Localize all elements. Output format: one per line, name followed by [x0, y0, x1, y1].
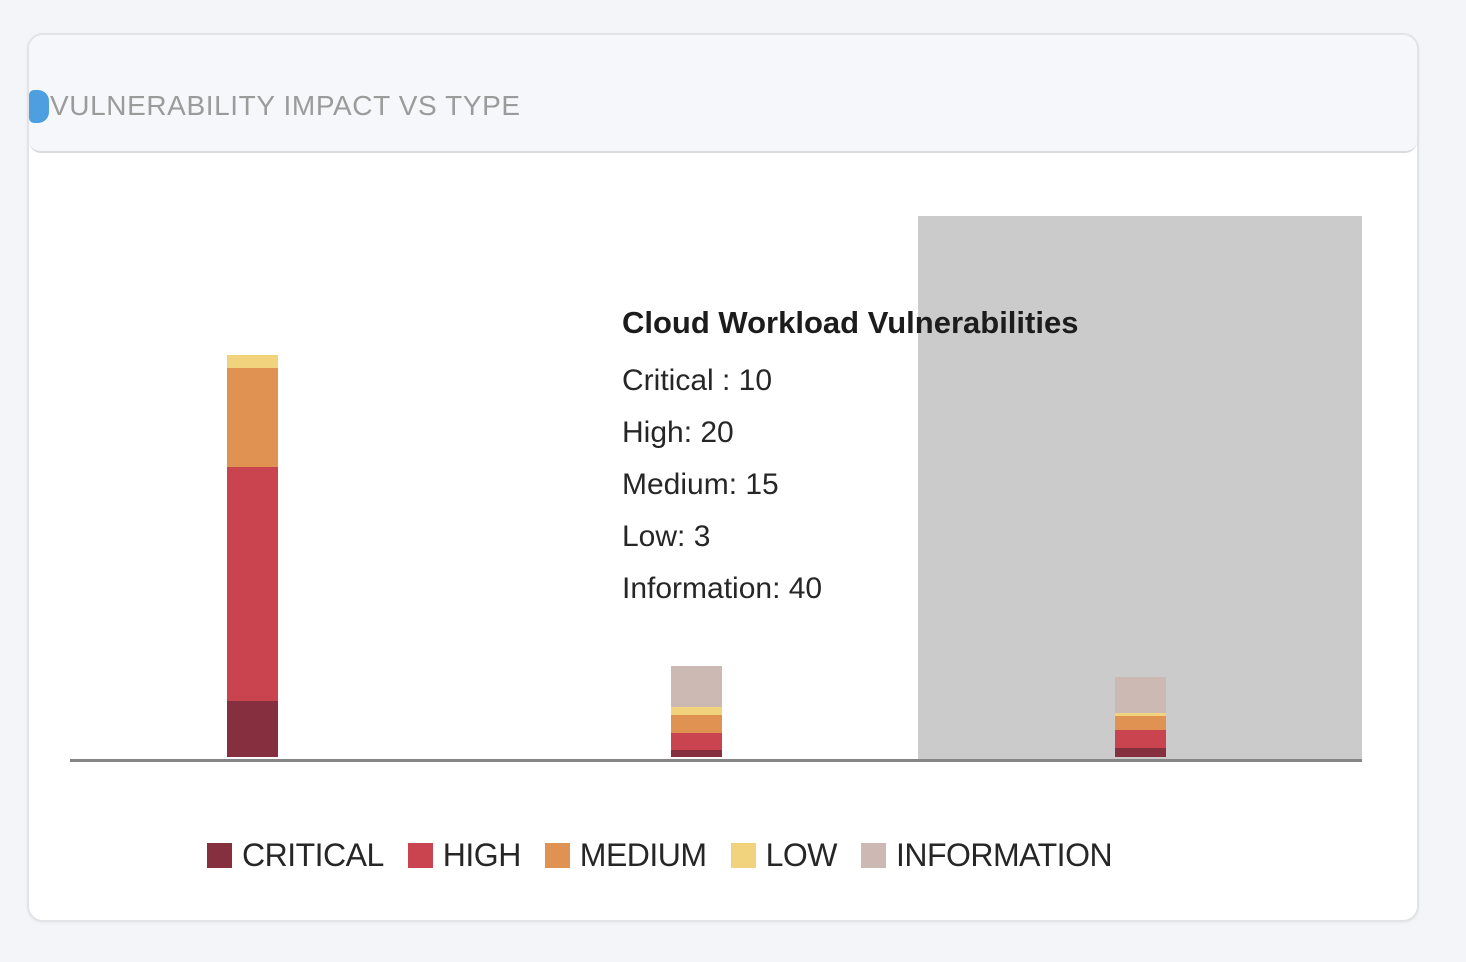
legend-swatch-icon	[544, 843, 570, 868]
chart-area: Cloud Workload Vulnerabilities Critical …	[29, 153, 1417, 920]
legend-swatch-icon	[730, 843, 756, 868]
bar-segment-critical[interactable]	[670, 749, 722, 757]
bar-segment-low[interactable]	[670, 707, 722, 716]
bar-segment-high[interactable]	[1114, 729, 1166, 748]
bar-segment-low[interactable]	[1114, 713, 1166, 717]
legend-swatch-icon	[407, 843, 433, 868]
legend-label: CRITICAL	[242, 837, 384, 873]
tooltip-line-4: Low: 3	[622, 520, 711, 553]
legend-label: MEDIUM	[579, 837, 707, 873]
tooltip-line-5: Information: 40	[622, 572, 823, 605]
hover-highlight-band	[918, 216, 1362, 761]
x-axis-line	[70, 759, 1362, 762]
card-title: VULNERABILITY IMPACT VS TYPE	[50, 90, 521, 121]
stacked-bar-3[interactable]	[1114, 677, 1166, 757]
bar-segment-high[interactable]	[670, 733, 722, 750]
accent-pill	[29, 90, 49, 123]
bar-segment-medium[interactable]	[226, 368, 278, 468]
vulnerability-impact-card: VULNERABILITY IMPACT VS TYPE Cloud Workl…	[27, 33, 1419, 922]
chart-legend: CRITICAL HIGH MEDIUM LOW INFORMATION	[207, 837, 1113, 874]
legend-item-medium[interactable]: MEDIUM	[544, 837, 707, 874]
tooltip-line-2: High: 20	[622, 416, 734, 449]
bar-segment-information[interactable]	[670, 666, 722, 708]
legend-label: INFORMATION	[895, 837, 1113, 873]
tooltip-lines: Critical : 10 High: 20 Medium: 15 Low: 3 Inf…	[622, 355, 1078, 615]
stacked-bar-1[interactable]	[226, 354, 278, 757]
legend-label: LOW	[765, 837, 838, 873]
legend-item-critical[interactable]: CRITICAL	[207, 837, 384, 874]
bar-segment-information[interactable]	[1114, 677, 1166, 714]
card-header: VULNERABILITY IMPACT VS TYPE	[29, 35, 1417, 153]
bar-segment-critical[interactable]	[1114, 747, 1166, 757]
legend-item-low[interactable]: LOW	[730, 837, 838, 874]
bar-segment-high[interactable]	[226, 467, 278, 701]
legend-item-high[interactable]: HIGH	[407, 837, 522, 874]
bar-segment-medium[interactable]	[670, 715, 722, 734]
tooltip-line-1: Critical : 10	[622, 364, 773, 397]
tooltip-title: Cloud Workload Vulnerabilities	[622, 305, 1079, 340]
legend-swatch-icon	[860, 843, 886, 868]
bar-segment-critical[interactable]	[226, 700, 278, 757]
tooltip-line-3: Medium: 15	[622, 468, 779, 501]
stacked-bar-2[interactable]	[670, 666, 722, 757]
bar-segment-medium[interactable]	[1114, 716, 1166, 730]
legend-item-information[interactable]: INFORMATION	[860, 837, 1113, 874]
legend-swatch-icon	[207, 843, 232, 868]
chart-tooltip: Cloud Workload Vulnerabilities Critical …	[622, 305, 1078, 615]
bar-segment-low[interactable]	[226, 354, 278, 369]
legend-label: HIGH	[442, 837, 522, 873]
